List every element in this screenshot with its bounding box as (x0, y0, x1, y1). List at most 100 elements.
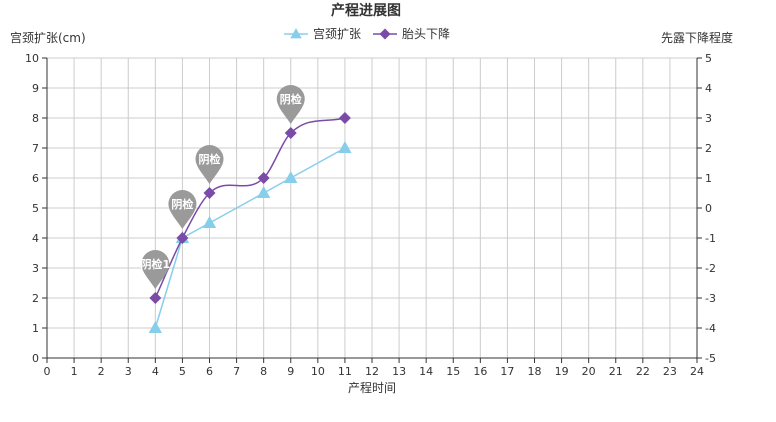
x-tick-label: 15 (446, 365, 460, 378)
annotation-pin[interactable]: 阴检 (168, 190, 197, 229)
right-axis-label: 先露下降程度 (661, 30, 733, 45)
annotation-pin-shape (168, 190, 197, 229)
data-point-triangle[interactable] (284, 171, 298, 184)
x-tick-label: 23 (663, 365, 677, 378)
right-y-tick-label: -3 (705, 292, 716, 305)
x-tick: 12 (365, 358, 379, 378)
left-y-tick: 1 (32, 322, 47, 335)
x-axis-label: 产程时间 (348, 380, 396, 395)
right-y-tick-label: 4 (705, 82, 712, 95)
left-y-tick: 10 (25, 52, 47, 65)
left-y-tick-label: 9 (32, 82, 39, 95)
x-tick-label: 14 (419, 365, 433, 378)
left-y-tick-label: 4 (32, 232, 39, 245)
x-tick: 15 (446, 358, 460, 378)
right-y-tick: 1 (697, 172, 712, 185)
annotation-pin[interactable]: 阴检 (276, 85, 305, 124)
x-tick: 4 (152, 358, 159, 378)
x-tick-label: 3 (125, 365, 132, 378)
right-y-tick-label: -5 (705, 352, 716, 365)
x-tick: 17 (500, 358, 514, 378)
right-y-tick-label: 1 (705, 172, 712, 185)
x-tick-label: 16 (473, 365, 487, 378)
data-point-diamond[interactable] (176, 232, 189, 244)
right-y-tick-label: 0 (705, 202, 712, 215)
x-tick-label: 5 (179, 365, 186, 378)
x-tick: 11 (338, 358, 352, 378)
data-point-diamond[interactable] (284, 127, 297, 139)
x-tick: 6 (206, 358, 213, 378)
right-y-tick: -3 (697, 292, 716, 305)
right-y-tick-label: 3 (705, 112, 712, 125)
left-y-tick-label: 6 (32, 172, 39, 185)
data-point-triangle[interactable] (202, 216, 217, 229)
x-tick: 16 (473, 358, 487, 378)
x-tick-label: 18 (528, 365, 542, 378)
series-fetal-descent (149, 112, 351, 304)
annotation-pin-label: 阴检 (171, 197, 193, 211)
x-tick: 9 (287, 358, 294, 378)
data-point-diamond[interactable] (338, 112, 351, 124)
x-tick-label: 11 (338, 365, 352, 378)
annotation-pin[interactable]: 阴检1 (141, 250, 171, 289)
left-y-tick: 3 (32, 262, 47, 275)
right-y-tick: -1 (697, 232, 716, 245)
right-y-tick: -4 (697, 322, 716, 335)
x-tick: 18 (528, 358, 542, 378)
x-tick-label: 22 (636, 365, 650, 378)
right-y-tick: 3 (697, 112, 712, 125)
x-tick: 0 (44, 358, 51, 378)
right-y-tick: 2 (697, 142, 712, 155)
left-y-tick-label: 7 (32, 142, 39, 155)
right-y-tick-label: -1 (705, 232, 716, 245)
data-point-triangle[interactable] (148, 321, 162, 334)
right-y-tick: -5 (697, 352, 716, 365)
x-tick-label: 6 (206, 365, 213, 378)
x-tick-label: 12 (365, 365, 379, 378)
left-y-tick-label: 8 (32, 112, 39, 125)
x-tick-label: 19 (555, 365, 569, 378)
annotation-pin[interactable]: 阴检 (195, 145, 224, 184)
data-point-diamond[interactable] (257, 172, 270, 184)
left-y-tick: 7 (32, 142, 47, 155)
data-point-diamond[interactable] (203, 187, 216, 199)
x-tick-label: 24 (690, 365, 704, 378)
x-tick-label: 17 (500, 365, 514, 378)
x-tick: 1 (71, 358, 78, 378)
legend-diamond-marker (379, 28, 391, 40)
legend-item-fetal-descent[interactable]: 胎头下降 (373, 27, 450, 41)
series-line (154, 147, 346, 329)
x-tick-label: 0 (44, 365, 51, 378)
annotation-pin-shape (276, 85, 305, 124)
annotation-pin-label: 阴检1 (141, 257, 171, 271)
grid (46, 57, 698, 359)
left-y-tick-label: 0 (32, 352, 39, 365)
left-y-tick-label: 2 (32, 292, 39, 305)
chart-title: 产程进展图 (331, 2, 401, 19)
legend: 宫颈扩张 胎头下降 (284, 26, 450, 41)
x-tick-label: 4 (152, 365, 159, 378)
left-y-tick-label: 5 (32, 202, 39, 215)
left-y-tick: 8 (32, 112, 47, 125)
x-tick-label: 20 (582, 365, 596, 378)
legend-item-cervical-dilation[interactable]: 宫颈扩张 (284, 26, 361, 41)
x-tick: 20 (582, 358, 596, 378)
left-y-tick-label: 3 (32, 262, 39, 275)
x-tick-label: 1 (71, 365, 78, 378)
data-point-triangle[interactable] (338, 141, 352, 154)
legend-label: 宫颈扩张 (313, 26, 361, 41)
series-cervical-dilation (148, 141, 352, 334)
left-axis-label: 宫颈扩张(cm) (10, 30, 86, 45)
x-tick: 21 (609, 358, 623, 378)
data-point-diamond[interactable] (149, 292, 162, 304)
left-y-tick-label: 1 (32, 322, 39, 335)
x-tick-label: 13 (392, 365, 406, 378)
left-y-tick-label: 10 (25, 52, 39, 65)
annotation-pin-label: 阴检 (280, 92, 302, 106)
x-tick-label: 7 (233, 365, 240, 378)
x-tick: 2 (98, 358, 105, 378)
data-point-triangle[interactable] (257, 186, 271, 199)
